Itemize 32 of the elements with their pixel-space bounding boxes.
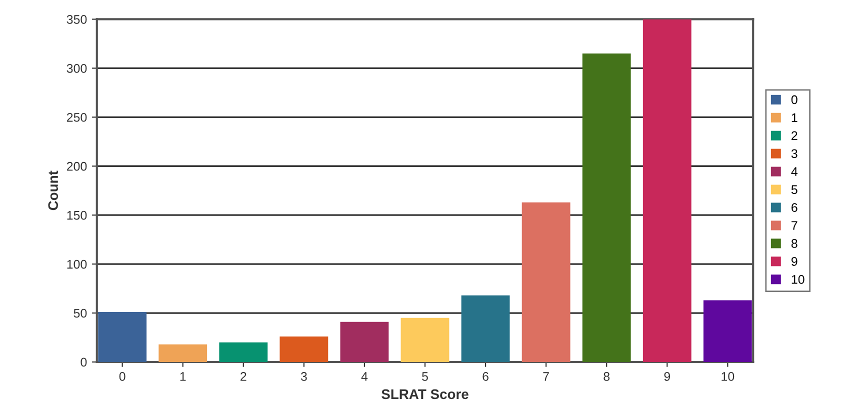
x-tick-label: 10 <box>722 372 734 381</box>
x-tick-label: 3 <box>300 372 307 381</box>
legend-label: 4 <box>791 167 798 176</box>
y-tick-label: 100 <box>67 260 87 269</box>
x-tick-label: 7 <box>543 372 549 381</box>
x-tick-label: 6 <box>482 372 488 381</box>
x-tick-label: 2 <box>240 372 246 381</box>
legend-label: 2 <box>792 131 798 140</box>
x-tick-label: 8 <box>604 372 610 381</box>
legend-label: 1 <box>792 113 798 122</box>
x-tick-label: 4 <box>361 372 368 381</box>
legend-label: 6 <box>792 203 798 212</box>
y-axis-title: Count <box>48 170 58 210</box>
y-tick-label: 250 <box>66 112 87 122</box>
legend-label: 7 <box>792 221 798 230</box>
y-tick-label: 300 <box>66 64 87 73</box>
y-tick-label: 200 <box>66 162 87 171</box>
legend-label: 10 <box>792 274 804 284</box>
legend-label: 8 <box>791 239 798 248</box>
legend-label: 3 <box>791 149 798 158</box>
legend-label: 0 <box>791 95 798 104</box>
y-tick-label: 350 <box>66 15 87 24</box>
y-tick-label: 50 <box>74 308 87 318</box>
x-tick-label: 0 <box>119 372 126 381</box>
legend-label: 9 <box>792 257 798 266</box>
x-tick-label: 1 <box>180 372 186 381</box>
y-tick-label: 0 <box>80 358 87 367</box>
y-tick-label: 150 <box>67 210 87 220</box>
legend-label: 5 <box>791 185 798 194</box>
x-tick-label: 9 <box>664 372 670 381</box>
x-axis-title: SLRAT Score <box>382 389 468 400</box>
x-tick-label: 5 <box>422 372 428 381</box>
